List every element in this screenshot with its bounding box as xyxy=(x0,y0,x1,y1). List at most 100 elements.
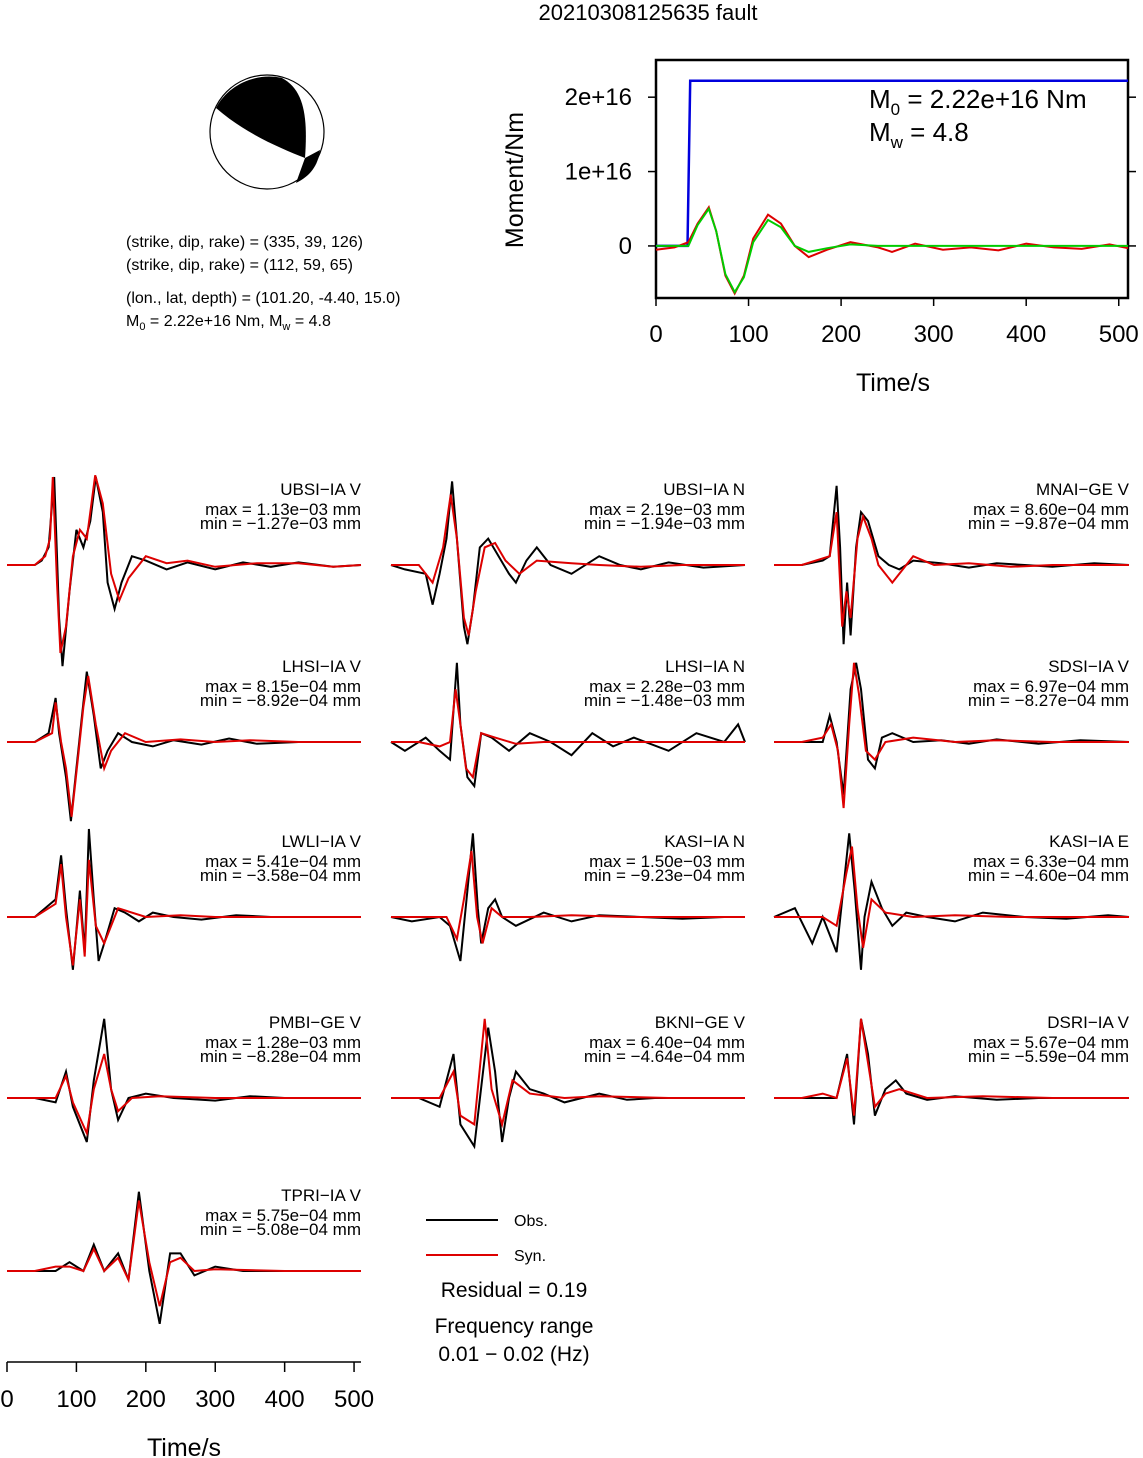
time-axis-tick-label: 500 xyxy=(334,1386,374,1413)
moment-x-tick-label: 0 xyxy=(649,321,662,348)
moment-m0-label: M0 = 2.22e+16 Nm xyxy=(869,84,1087,119)
waveform-max-label: max = 6.97e−04 mm xyxy=(973,677,1129,696)
time-axis-tick-label: 200 xyxy=(126,1386,166,1413)
waveform-min-label: min = −5.08e−04 mm xyxy=(200,1220,361,1239)
waveform-max-label: max = 8.60e−04 mm xyxy=(973,500,1129,519)
moment-m0-main: M xyxy=(869,84,891,114)
waveform-observed xyxy=(390,481,746,645)
waveform-observed xyxy=(390,662,746,789)
waveform-max-label: max = 2.28e−03 mm xyxy=(589,677,745,696)
focal-moment-line: M0 = 2.22e+16 Nm, Mw = 4.8 xyxy=(126,313,331,333)
beachball-compression-quadrant-2 xyxy=(296,150,320,183)
moment-series xyxy=(655,79,1129,296)
waveform-max-label: max = 1.28e−03 mm xyxy=(205,1033,361,1052)
moment-y-tick-label: 0 xyxy=(619,233,632,260)
focal-m0-sub: 0 xyxy=(139,321,145,333)
waveform-observed xyxy=(7,1191,361,1324)
waveform-min-label: min = −5.59e−04 mm xyxy=(968,1047,1129,1066)
waveform-max-label: max = 5.75e−04 mm xyxy=(205,1206,361,1225)
moment-xlabel: Time/s xyxy=(856,369,930,397)
time-axis-tick-label: 100 xyxy=(56,1386,96,1413)
waveform-station-label: DSRI−IA V xyxy=(1047,1013,1129,1032)
figure-title: 20210308125635 fault xyxy=(539,0,758,25)
waveform-station-label: LHSI−IA V xyxy=(282,657,362,676)
beachball-compression-quadrant xyxy=(216,76,306,158)
time-axis-tick-label: 300 xyxy=(195,1386,235,1413)
moment-m0-value: = 2.22e+16 Nm xyxy=(900,84,1086,114)
waveform-station-label: SDSI−IA V xyxy=(1048,657,1129,676)
waveform-synthetic xyxy=(774,662,1129,809)
waveform-station-label: BKNI−GE V xyxy=(655,1013,746,1032)
focal-mw-sub: w xyxy=(281,321,290,333)
moment-mw-main: M xyxy=(869,117,891,147)
beachball-icon xyxy=(209,74,325,190)
moment-function-panel: 0 100 200 300 400 500 0 1e+16 2e+16 Moment/Nm Ti… xyxy=(501,58,1139,397)
waveform-synthetic xyxy=(774,846,1129,948)
waveform-station-label: TPRI−IA V xyxy=(281,1186,361,1205)
waveform-min-label: min = −8.92e−04 mm xyxy=(200,691,361,710)
waveform-synthetic xyxy=(391,1018,745,1129)
waveform-max-label: max = 8.15e−04 mm xyxy=(205,677,361,696)
waveform-synthetic xyxy=(7,1200,361,1307)
waveform-synthetic xyxy=(7,1053,361,1137)
waveform-synthetic xyxy=(391,689,745,780)
focal-planes-line1: (strike, dip, rake) = (335, 39, 126) xyxy=(126,234,363,251)
moment-mw-label: Mw = 4.8 xyxy=(869,117,969,152)
waveform-min-label: min = −9.23e−04 mm xyxy=(584,866,745,885)
waveform-synthetic xyxy=(774,512,1129,627)
moment-y-tick-label: 2e+16 xyxy=(565,84,632,111)
waveform-station-label: PMBI−GE V xyxy=(269,1013,362,1032)
waveform-min-label: min = −4.60e−04 mm xyxy=(968,866,1129,885)
moment-x-tick-label: 500 xyxy=(1099,321,1139,348)
moment-y-tick-label: 1e+16 xyxy=(565,159,632,186)
waveform-min-label: min = −8.27e−04 mm xyxy=(968,691,1129,710)
legend-residual: Residual = 0.19 xyxy=(441,1279,588,1302)
waveform-max-label: max = 6.33e−04 mm xyxy=(973,852,1129,871)
moment-ylabel: Moment/Nm xyxy=(501,112,529,248)
waveform-station-label: UBSI−IA N xyxy=(663,480,745,499)
moment-x-tick-label: 400 xyxy=(1006,321,1046,348)
waveform-min-label: min = −1.94e−03 mm xyxy=(584,514,745,533)
waveform-min-label: min = −9.87e−04 mm xyxy=(968,514,1129,533)
waveform-min-label: min = −3.58e−04 mm xyxy=(200,866,361,885)
focal-m0-rest: = 2.22e+16 Nm, M xyxy=(145,313,282,330)
focal-planes-line2: (strike, dip, rake) = (112, 59, 65) xyxy=(126,257,353,274)
legend-frequency-value: 0.01 − 0.02 (Hz) xyxy=(438,1343,589,1366)
waveform-min-label: min = −8.28e−04 mm xyxy=(200,1047,361,1066)
waveform-synthetic xyxy=(774,1018,1129,1116)
waveform-synthetic xyxy=(7,474,362,654)
moment-mw-sub: w xyxy=(890,133,904,152)
moment-mw-value: = 4.8 xyxy=(903,117,969,147)
waveform-station-label: LWLI−IA V xyxy=(281,832,361,851)
moment-series-rate-fit xyxy=(656,206,1128,295)
focal-mw-rest: = 4.8 xyxy=(290,313,331,330)
moment-plot-frame xyxy=(654,58,1130,300)
legend-obs-label: Obs. xyxy=(514,1213,548,1230)
waveform-synthetic xyxy=(7,675,361,817)
moment-m0-sub: 0 xyxy=(891,100,900,119)
legend: Obs. Syn. Residual = 0.19 Frequency rang… xyxy=(426,1213,593,1366)
moment-series-rate xyxy=(655,205,1129,296)
waveform-max-label: max = 5.41e−04 mm xyxy=(205,852,361,871)
moment-x-tick-label: 300 xyxy=(914,321,954,348)
time-axis-tick-label: 0 xyxy=(0,1386,13,1413)
waveform-time-axis: 0 100 200 300 400 500 xyxy=(0,1361,374,1413)
waveform-max-label: max = 6.40e−04 mm xyxy=(589,1033,745,1052)
waveform-min-label: min = −1.27e−03 mm xyxy=(200,514,361,533)
waveform-station-label: KASI−IA N xyxy=(664,832,745,851)
waveform-min-label: min = −1.48e−03 mm xyxy=(584,691,745,710)
waveform-max-label: max = 2.19e−03 mm xyxy=(589,500,745,519)
legend-syn-label: Syn. xyxy=(514,1248,546,1265)
